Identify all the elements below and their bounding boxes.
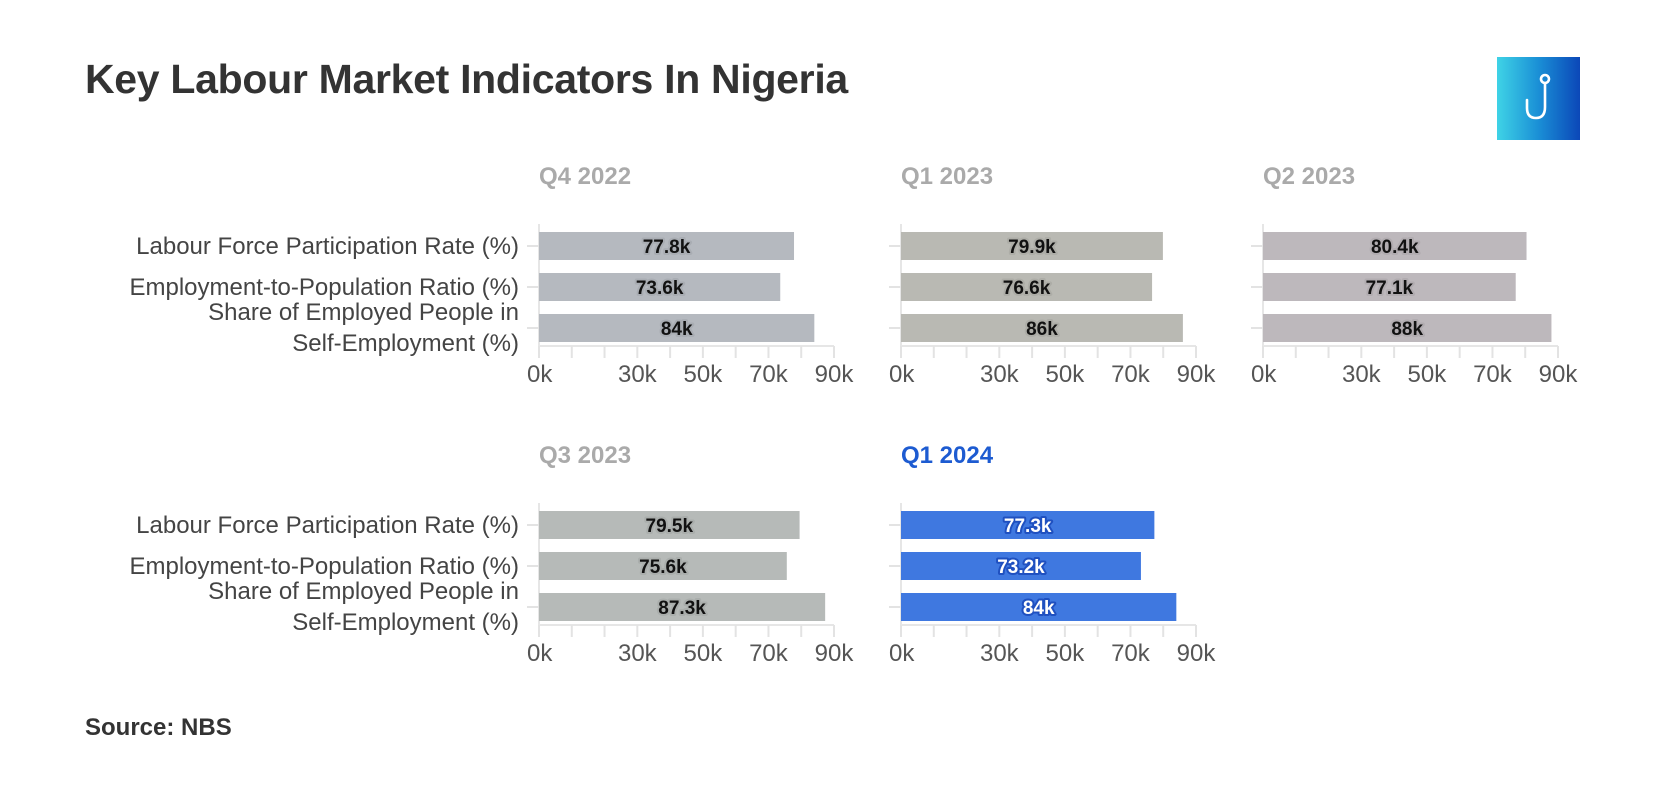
- bar-value-label: 77.8k: [643, 237, 691, 258]
- hook-icon: [1525, 73, 1551, 120]
- x-tick-label: 50k: [1046, 361, 1086, 388]
- bar: [901, 232, 1163, 260]
- x-tick-label: 70k: [1111, 640, 1151, 667]
- x-tick-label: 30k: [618, 361, 658, 388]
- bar: [539, 273, 781, 301]
- bar-value-label: 86k: [1026, 319, 1058, 340]
- bar-value-label: 77.3k: [1004, 516, 1052, 537]
- bar: [1263, 273, 1516, 301]
- x-tick-label: 70k: [749, 640, 789, 667]
- bar-value-label: 79.9k: [1008, 237, 1056, 258]
- panel-title: Q1 2023: [901, 163, 993, 190]
- bar: [539, 314, 815, 342]
- bar: [539, 593, 826, 621]
- bar: [901, 511, 1155, 539]
- bar-value-label: 84k: [1023, 598, 1055, 619]
- bar: [901, 314, 1183, 342]
- x-tick-label: 50k: [684, 640, 724, 667]
- bar: [539, 232, 795, 260]
- x-tick-label: 70k: [749, 361, 789, 388]
- panel-title: Q2 2023: [1263, 163, 1355, 190]
- x-tick-label: 0k: [1251, 361, 1277, 388]
- bar-value-label: 73.6k: [636, 278, 684, 299]
- bar-value-label: 84k: [661, 319, 693, 340]
- category-label: Labour Force Participation Rate (%): [136, 233, 519, 260]
- bar-value-label: 87.3k: [658, 598, 706, 619]
- logo: [1497, 57, 1580, 140]
- category-label: Labour Force Participation Rate (%): [136, 512, 519, 539]
- panel-3: Q3 2023 0k 30k 50k 70k 90k 79.5k 75.6k 87.3k Labo…: [130, 442, 855, 667]
- x-tick-label: 0k: [527, 640, 553, 667]
- x-tick-label: 90k: [815, 640, 855, 667]
- x-tick-label: 50k: [1408, 361, 1448, 388]
- panel-0: Q4 2022 0k 30k 50k 70k 90k 77.8k 73.6k 84k Labour…: [130, 163, 855, 388]
- panel-title: Q4 2022: [539, 163, 631, 190]
- panel-2: Q2 2023 0k 30k 50k 70k 90k 80.4k 77.1k 88k: [1251, 163, 1578, 388]
- bar-value-label: 77.1k: [1366, 278, 1414, 299]
- panel-1: Q1 2023 0k 30k 50k 70k 90k 79.9k 76.6k 86k: [889, 163, 1216, 388]
- source-note: Source: NBS: [85, 714, 232, 741]
- bar-value-label: 80.4k: [1371, 237, 1419, 258]
- x-tick-label: 90k: [1177, 640, 1217, 667]
- bar: [901, 552, 1141, 580]
- x-tick-label: 90k: [1177, 361, 1217, 388]
- panel-title: Q3 2023: [539, 442, 631, 469]
- bar-value-label: 73.2k: [997, 557, 1045, 578]
- x-tick-label: 30k: [618, 640, 658, 667]
- x-tick-label: 30k: [980, 640, 1020, 667]
- bar: [901, 273, 1153, 301]
- x-tick-label: 70k: [1111, 361, 1151, 388]
- panel-title: Q1 2024: [901, 442, 994, 469]
- category-label: Employment-to-Population Ratio (%): [130, 553, 520, 580]
- bar: [539, 511, 800, 539]
- panel-4: Q1 2024 0k 30k 50k 70k 90k 77.3k 73.2k 84k: [889, 442, 1216, 667]
- bar-value-label: 76.6k: [1003, 278, 1051, 299]
- x-tick-label: 0k: [889, 640, 915, 667]
- bar-value-label: 88k: [1391, 319, 1423, 340]
- category-label: Share of Employed People in Self-Employme…: [208, 578, 519, 636]
- x-tick-label: 30k: [980, 361, 1020, 388]
- x-tick-label: 30k: [1342, 361, 1382, 388]
- bar-value-label: 79.5k: [646, 516, 694, 537]
- category-label: Employment-to-Population Ratio (%): [130, 274, 520, 301]
- bar: [901, 593, 1177, 621]
- bar: [1263, 314, 1552, 342]
- category-label: Share of Employed People in Self-Employme…: [208, 299, 519, 357]
- chart-title: Key Labour Market Indicators In Nigeria: [85, 56, 848, 102]
- x-tick-label: 70k: [1473, 361, 1513, 388]
- x-tick-label: 0k: [527, 361, 553, 388]
- x-tick-label: 50k: [1046, 640, 1086, 667]
- x-tick-label: 50k: [684, 361, 724, 388]
- bar: [539, 552, 787, 580]
- bar-value-label: 75.6k: [639, 557, 687, 578]
- bar: [1263, 232, 1527, 260]
- x-tick-label: 90k: [1539, 361, 1579, 388]
- x-tick-label: 0k: [889, 361, 915, 388]
- x-tick-label: 90k: [815, 361, 855, 388]
